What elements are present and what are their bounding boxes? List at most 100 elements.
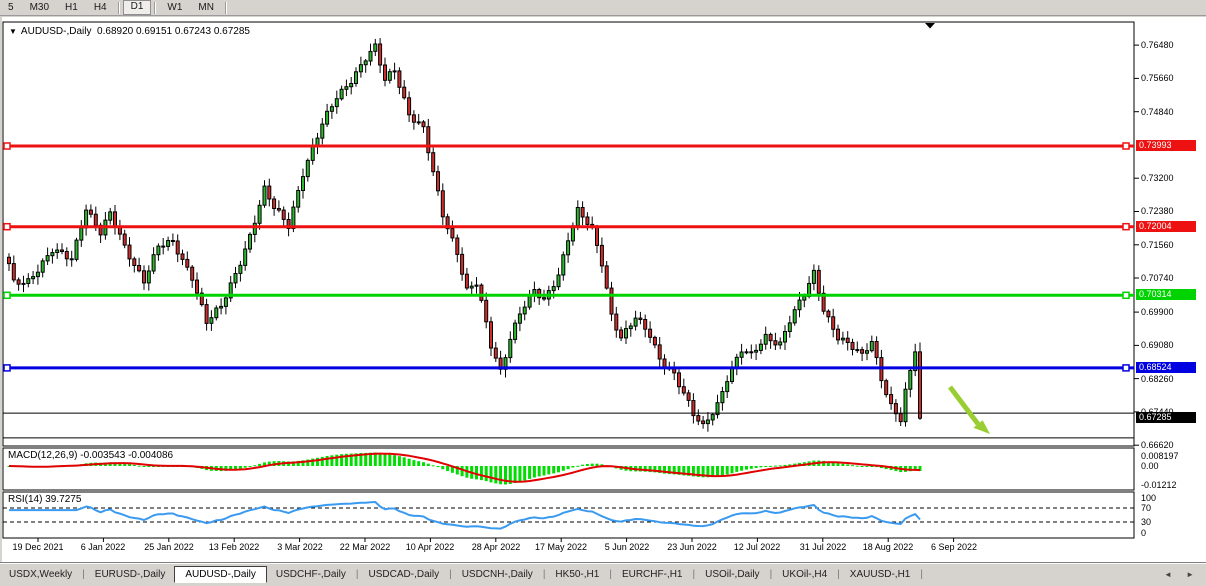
line-handle[interactable] [3,222,11,231]
candle-body [585,216,590,225]
candle-body [436,171,440,192]
macd-histogram-bar [359,453,363,466]
candle-body [450,228,455,239]
candle-body [778,341,783,346]
arrow-annotation-head[interactable] [973,420,990,434]
chart-tab-usdcad-daily[interactable]: USDCAD-,Daily [368,569,440,580]
chart-tab-usoil-daily[interactable]: USOil-,Daily [705,569,760,580]
candle-body [869,341,874,352]
macd-histogram-bar [431,465,435,467]
macd-histogram-bar [378,453,382,466]
macd-name: MACD(12,26,9) [8,450,78,461]
candle-body [614,313,619,331]
chart-tab-audusd-daily[interactable]: AUDUSD-,Daily [174,566,267,583]
macd-histogram-bar [913,466,917,471]
candle-body [513,322,518,340]
rsi-value: 39.7275 [45,494,82,505]
macd-histogram-bar [745,466,748,470]
chart-tab-ukoil-h4[interactable]: UKOil-,H4 [782,569,828,580]
candle-body [339,88,344,100]
candle-body [223,297,228,307]
candle-body [648,328,653,338]
candle-body [113,211,117,228]
chart-shift-marker-icon[interactable] [925,23,935,29]
macd-histogram-bar [258,463,262,466]
candle-body [725,381,730,393]
timeframe-button-5[interactable]: 5 [8,2,14,13]
chart-symbol-label: AUDUSD-,Daily [20,26,92,37]
candle-body [272,198,277,209]
candle-body [407,97,412,116]
timeframe-button-d1[interactable]: D1 [122,0,152,15]
candle-body [599,244,604,267]
macd-histogram-bar [552,466,556,474]
macd-histogram-bar [484,466,488,482]
timeframe-button-mn[interactable]: MN [198,2,214,13]
macd-histogram-bar [701,466,705,478]
candle-body [146,270,151,284]
candle-body [93,213,98,226]
macd-histogram-bar [879,466,883,469]
candle-body [677,372,681,388]
candle-body [792,309,797,324]
line-handle[interactable] [1122,142,1130,150]
macd-histogram-bar [238,466,242,469]
macd-histogram-bar [354,453,358,466]
chart-tab-usdcnh-daily[interactable]: USDCNH-,Daily [461,569,533,580]
timeframe-button-m30[interactable]: M30 [29,2,50,13]
chart-tab-eurusd-daily[interactable]: EURUSD-,Daily [94,569,166,580]
symbol-dropdown-icon[interactable]: ▼ [9,27,17,36]
macd-histogram-bar [229,466,233,471]
chart-tab-usdchf-daily[interactable]: USDCHF-,Daily [275,569,346,580]
candle-body [161,245,166,248]
candle-body [276,208,281,211]
candle-body [363,60,368,66]
macd-histogram-bar [311,458,315,466]
line-handle[interactable] [3,142,11,150]
chart-tab-usdx-weekly[interactable]: USDX,Weekly [9,569,73,580]
candle-body [267,185,272,200]
candle-body [204,304,209,324]
macd-histogram-bar [152,466,156,467]
candle-body [474,284,479,287]
tab-scroll-arrows[interactable]: ◄ ► [1163,570,1200,579]
candle-body [831,316,836,330]
chart-ohlc-readout: 0.68920 0.69151 0.67243 0.67285 [97,26,250,37]
macd-histogram-bar [383,453,387,466]
candle-body [383,64,387,81]
macd-histogram-bar [725,466,729,475]
macd-histogram-bar [388,454,392,466]
candle-body [787,322,792,332]
macd-histogram-bar [412,460,416,466]
line-handle[interactable] [1122,222,1130,231]
macd-histogram-bar [426,463,430,466]
chart-tab-xauusd-h1[interactable]: XAUUSD-,H1 [849,569,911,580]
candle-body [889,394,894,405]
candle-body [248,233,252,250]
candle-body [387,71,392,81]
chart-tab-hk50-h1[interactable]: HK50-,H1 [555,569,600,580]
macd-histogram-bar [778,465,782,467]
chart-title: ▼ AUDUSD-,Daily 0.68920 0.69151 0.67243 0… [9,26,250,37]
line-handle[interactable] [1122,291,1130,300]
candle-body [508,338,513,359]
timeframe-button-w1[interactable]: W1 [167,2,183,13]
macd-histogram-bar [460,466,464,477]
candle-body [368,50,373,62]
candle-body [354,71,358,85]
timeframe-button-h1[interactable]: H1 [65,2,78,13]
arrow-annotation[interactable] [948,385,980,426]
line-handle[interactable] [1122,364,1130,372]
tab-separator: | [355,569,359,580]
macd-histogram-bar [479,466,483,481]
candle-body [638,317,643,321]
candle-body [672,368,677,374]
candle-body [657,344,662,360]
chart-tab-eurchf-h1[interactable]: EURCHF-,H1 [621,569,683,580]
line-handle[interactable] [3,364,11,372]
timeframe-button-h4[interactable]: H4 [93,2,107,13]
toolbar-separator [154,1,157,14]
candle-body [325,110,330,125]
line-handle[interactable] [3,291,11,300]
